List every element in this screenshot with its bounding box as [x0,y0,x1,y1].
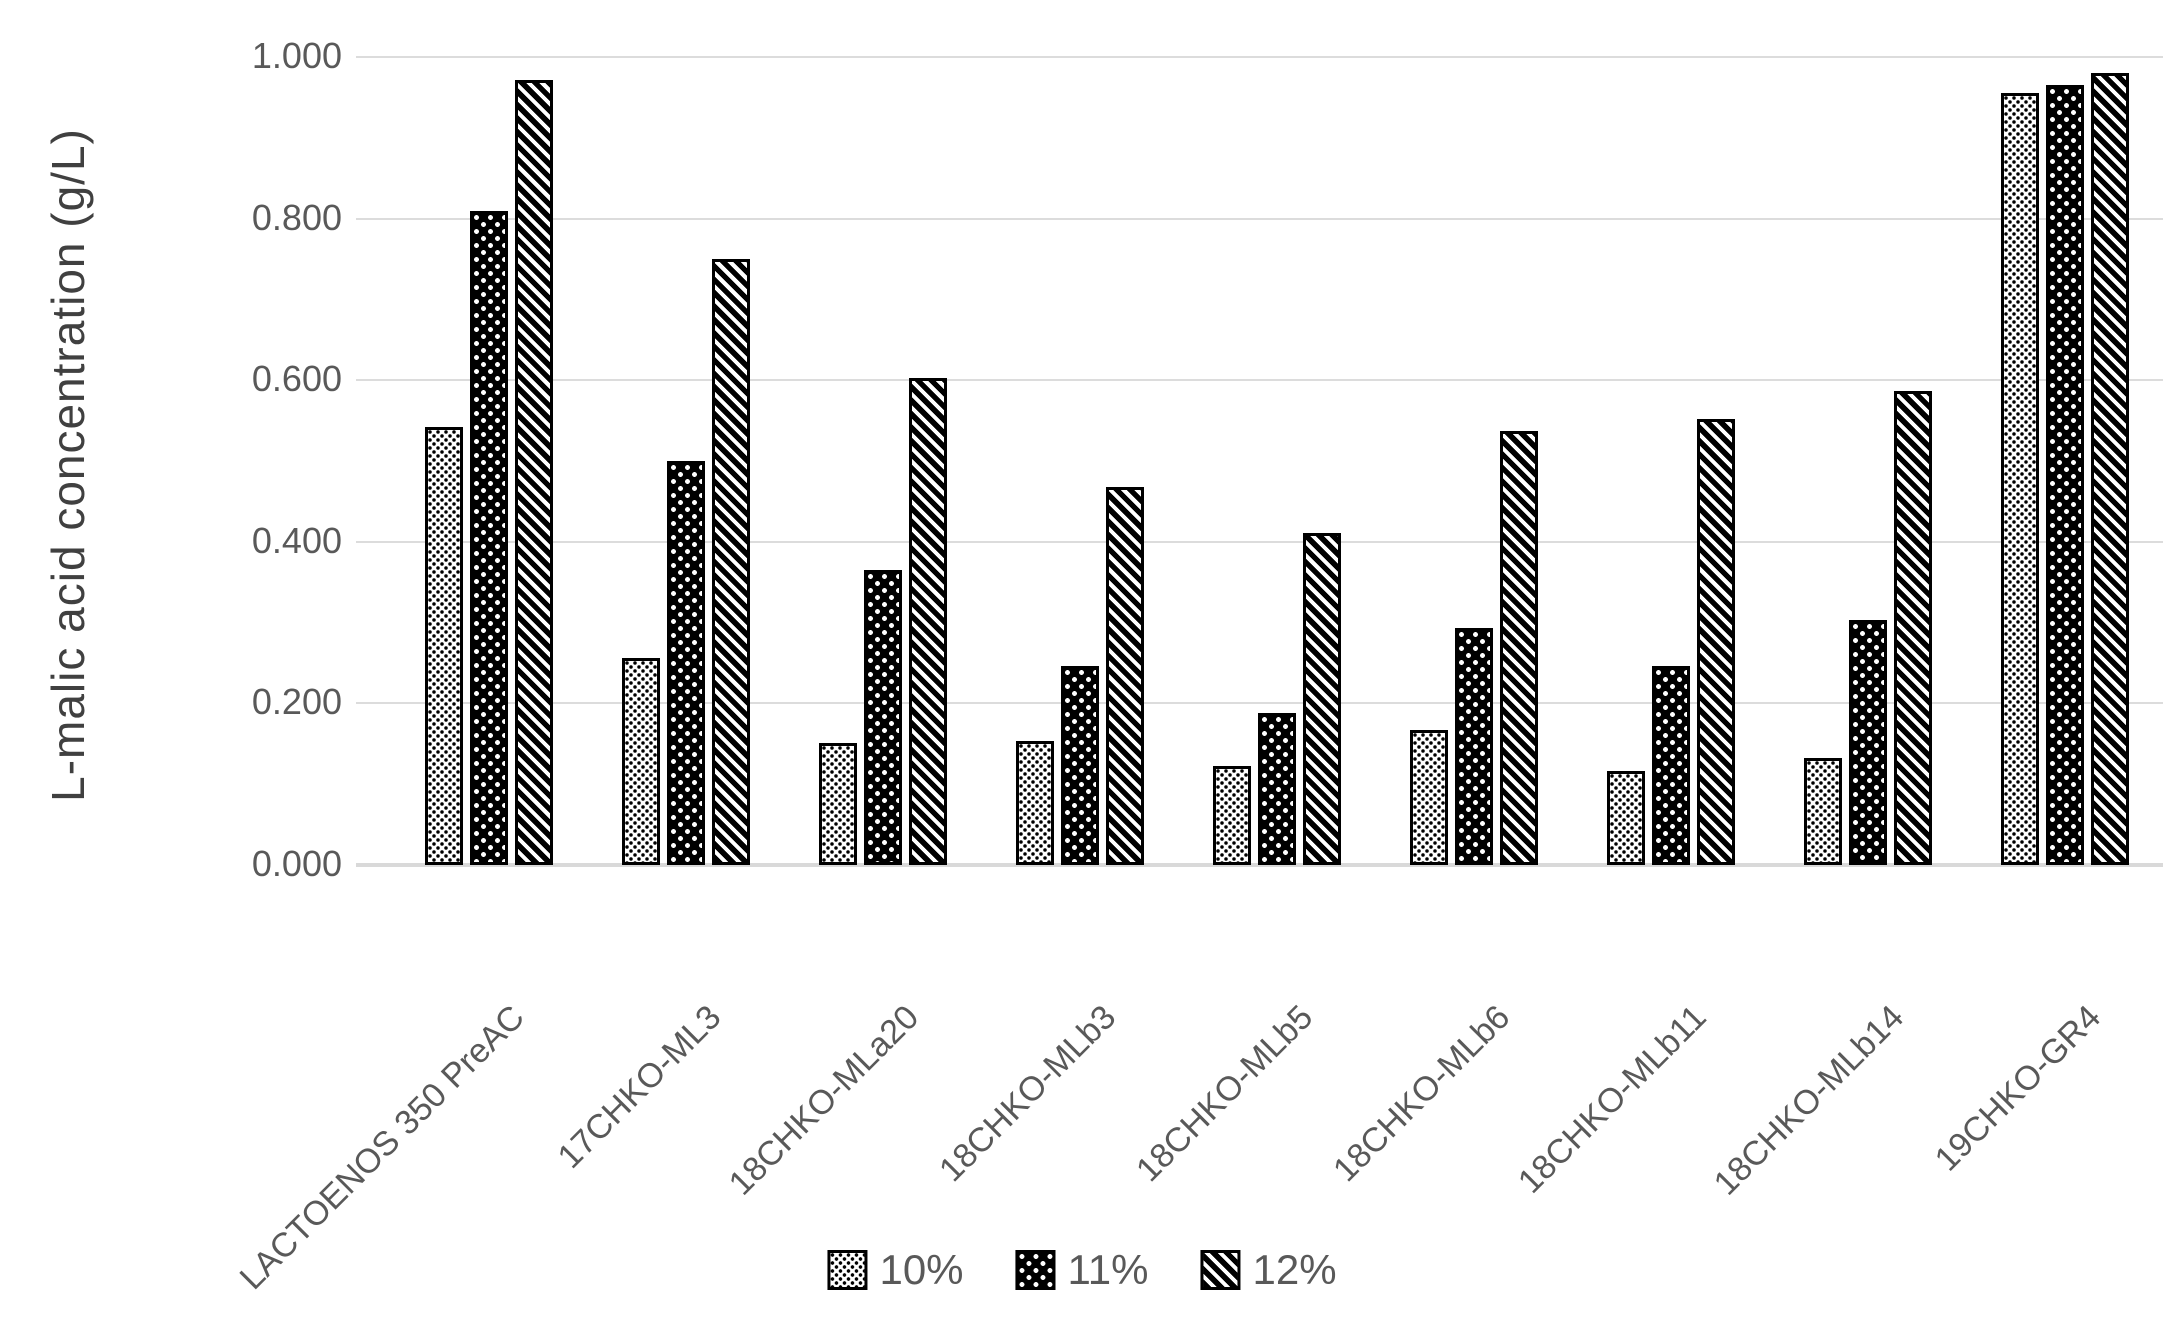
bar-10%-18CHKO-MLb5 [1212,766,1251,865]
y-tick-label: 0.600 [251,358,342,400]
bar-10%-LACTOENOS 350 PreAC [424,427,463,865]
bar-11%-19CHKO-GR4 [2045,85,2084,865]
bar-10%-17CHKO-ML3 [621,658,660,865]
bar-group [390,57,587,865]
y-tick-label: 0.000 [251,843,342,884]
legend: 10% 11% 12% [827,1246,1337,1294]
dotted-light-pattern-swatch [827,1250,868,1290]
bar-group [784,57,981,865]
bar-11%-18CHKO-MLb3 [1060,666,1099,865]
legend-label: 11% [1067,1246,1149,1293]
bar-12%-18CHKO-MLb11 [1696,419,1735,865]
bar-12%-18CHKO-MLa20 [908,378,947,865]
bar-group [1178,57,1375,865]
x-category-label: 18CHKO-MLb3 [931,998,1123,1190]
dotted-dark-pattern-swatch [1015,1250,1056,1290]
bar-10%-18CHKO-MLb6 [1409,730,1448,865]
bar-10%-18CHKO-MLb14 [1803,758,1842,865]
bar-12%-18CHKO-MLb6 [1499,431,1538,865]
gridline [356,56,2163,58]
bar-11%-LACTOENOS 350 PreAC [469,211,508,865]
x-category-label: LACTOENOS 350 PreAC [232,998,532,1298]
legend-item-12%: 12% [1200,1246,1337,1294]
bar-group [981,57,1178,865]
plot-area [356,56,2163,867]
gridline [356,702,2163,705]
x-category-label: 18CHKO-MLb11 [1511,998,1714,1201]
bar-10%-18CHKO-MLa20 [818,743,857,865]
bar-12%-18CHKO-MLb14 [1893,391,1932,865]
bar-group [1769,57,1966,865]
y-tick-label: 0.400 [251,519,342,561]
bar-10%-18CHKO-MLb11 [1606,771,1645,865]
legend-item-11%: 11% [1015,1246,1149,1294]
bar-12%-18CHKO-MLb5 [1302,533,1341,865]
x-category-label: 18CHKO-MLa20 [721,998,926,1203]
y-axis-title: L-malic acid concentration (g/L) [42,128,94,802]
x-category-label: 17CHKO-ML3 [551,998,729,1176]
legend-label: 10% [879,1246,964,1293]
bar-11%-18CHKO-MLb5 [1257,713,1296,865]
legend-label: 12% [1252,1246,1337,1293]
bar-11%-18CHKO-MLb6 [1454,628,1493,865]
y-tick-label: 0.200 [251,681,342,723]
bar-11%-18CHKO-MLb11 [1651,666,1690,865]
bar-10%-19CHKO-GR4 [2000,93,2039,865]
x-axis-baseline [356,863,2163,867]
bar-11%-17CHKO-ML3 [666,461,705,865]
x-category-label: 18CHKO-MLb5 [1128,998,1320,1190]
y-tick-label: 1.000 [251,35,342,76]
diagonal-stripe-pattern-swatch [1200,1250,1241,1290]
legend-item-10%: 10% [827,1246,964,1294]
bar-11%-18CHKO-MLb14 [1848,620,1887,865]
bar-12%-17CHKO-ML3 [711,259,750,865]
bar-group [1572,57,1769,865]
x-category-label: 18CHKO-MLb14 [1706,998,1911,1203]
bar-series-layer [390,57,2163,865]
y-tick-label: 0.800 [251,196,342,238]
gridline [356,217,2163,220]
bar-12%-19CHKO-GR4 [2090,73,2129,865]
gridline [356,540,2163,543]
x-category-label: 18CHKO-MLb6 [1325,998,1517,1190]
gridline [356,379,2163,382]
bar-12%-18CHKO-MLb3 [1105,487,1144,865]
bar-11%-18CHKO-MLa20 [863,570,902,865]
bar-10%-18CHKO-MLb3 [1015,741,1054,865]
bar-12%-LACTOENOS 350 PreAC [514,80,553,865]
bar-group [1375,57,1572,865]
x-category-label: 19CHKO-GR4 [1927,998,2108,1179]
bar-group [587,57,784,865]
bar-group [1966,57,2163,865]
